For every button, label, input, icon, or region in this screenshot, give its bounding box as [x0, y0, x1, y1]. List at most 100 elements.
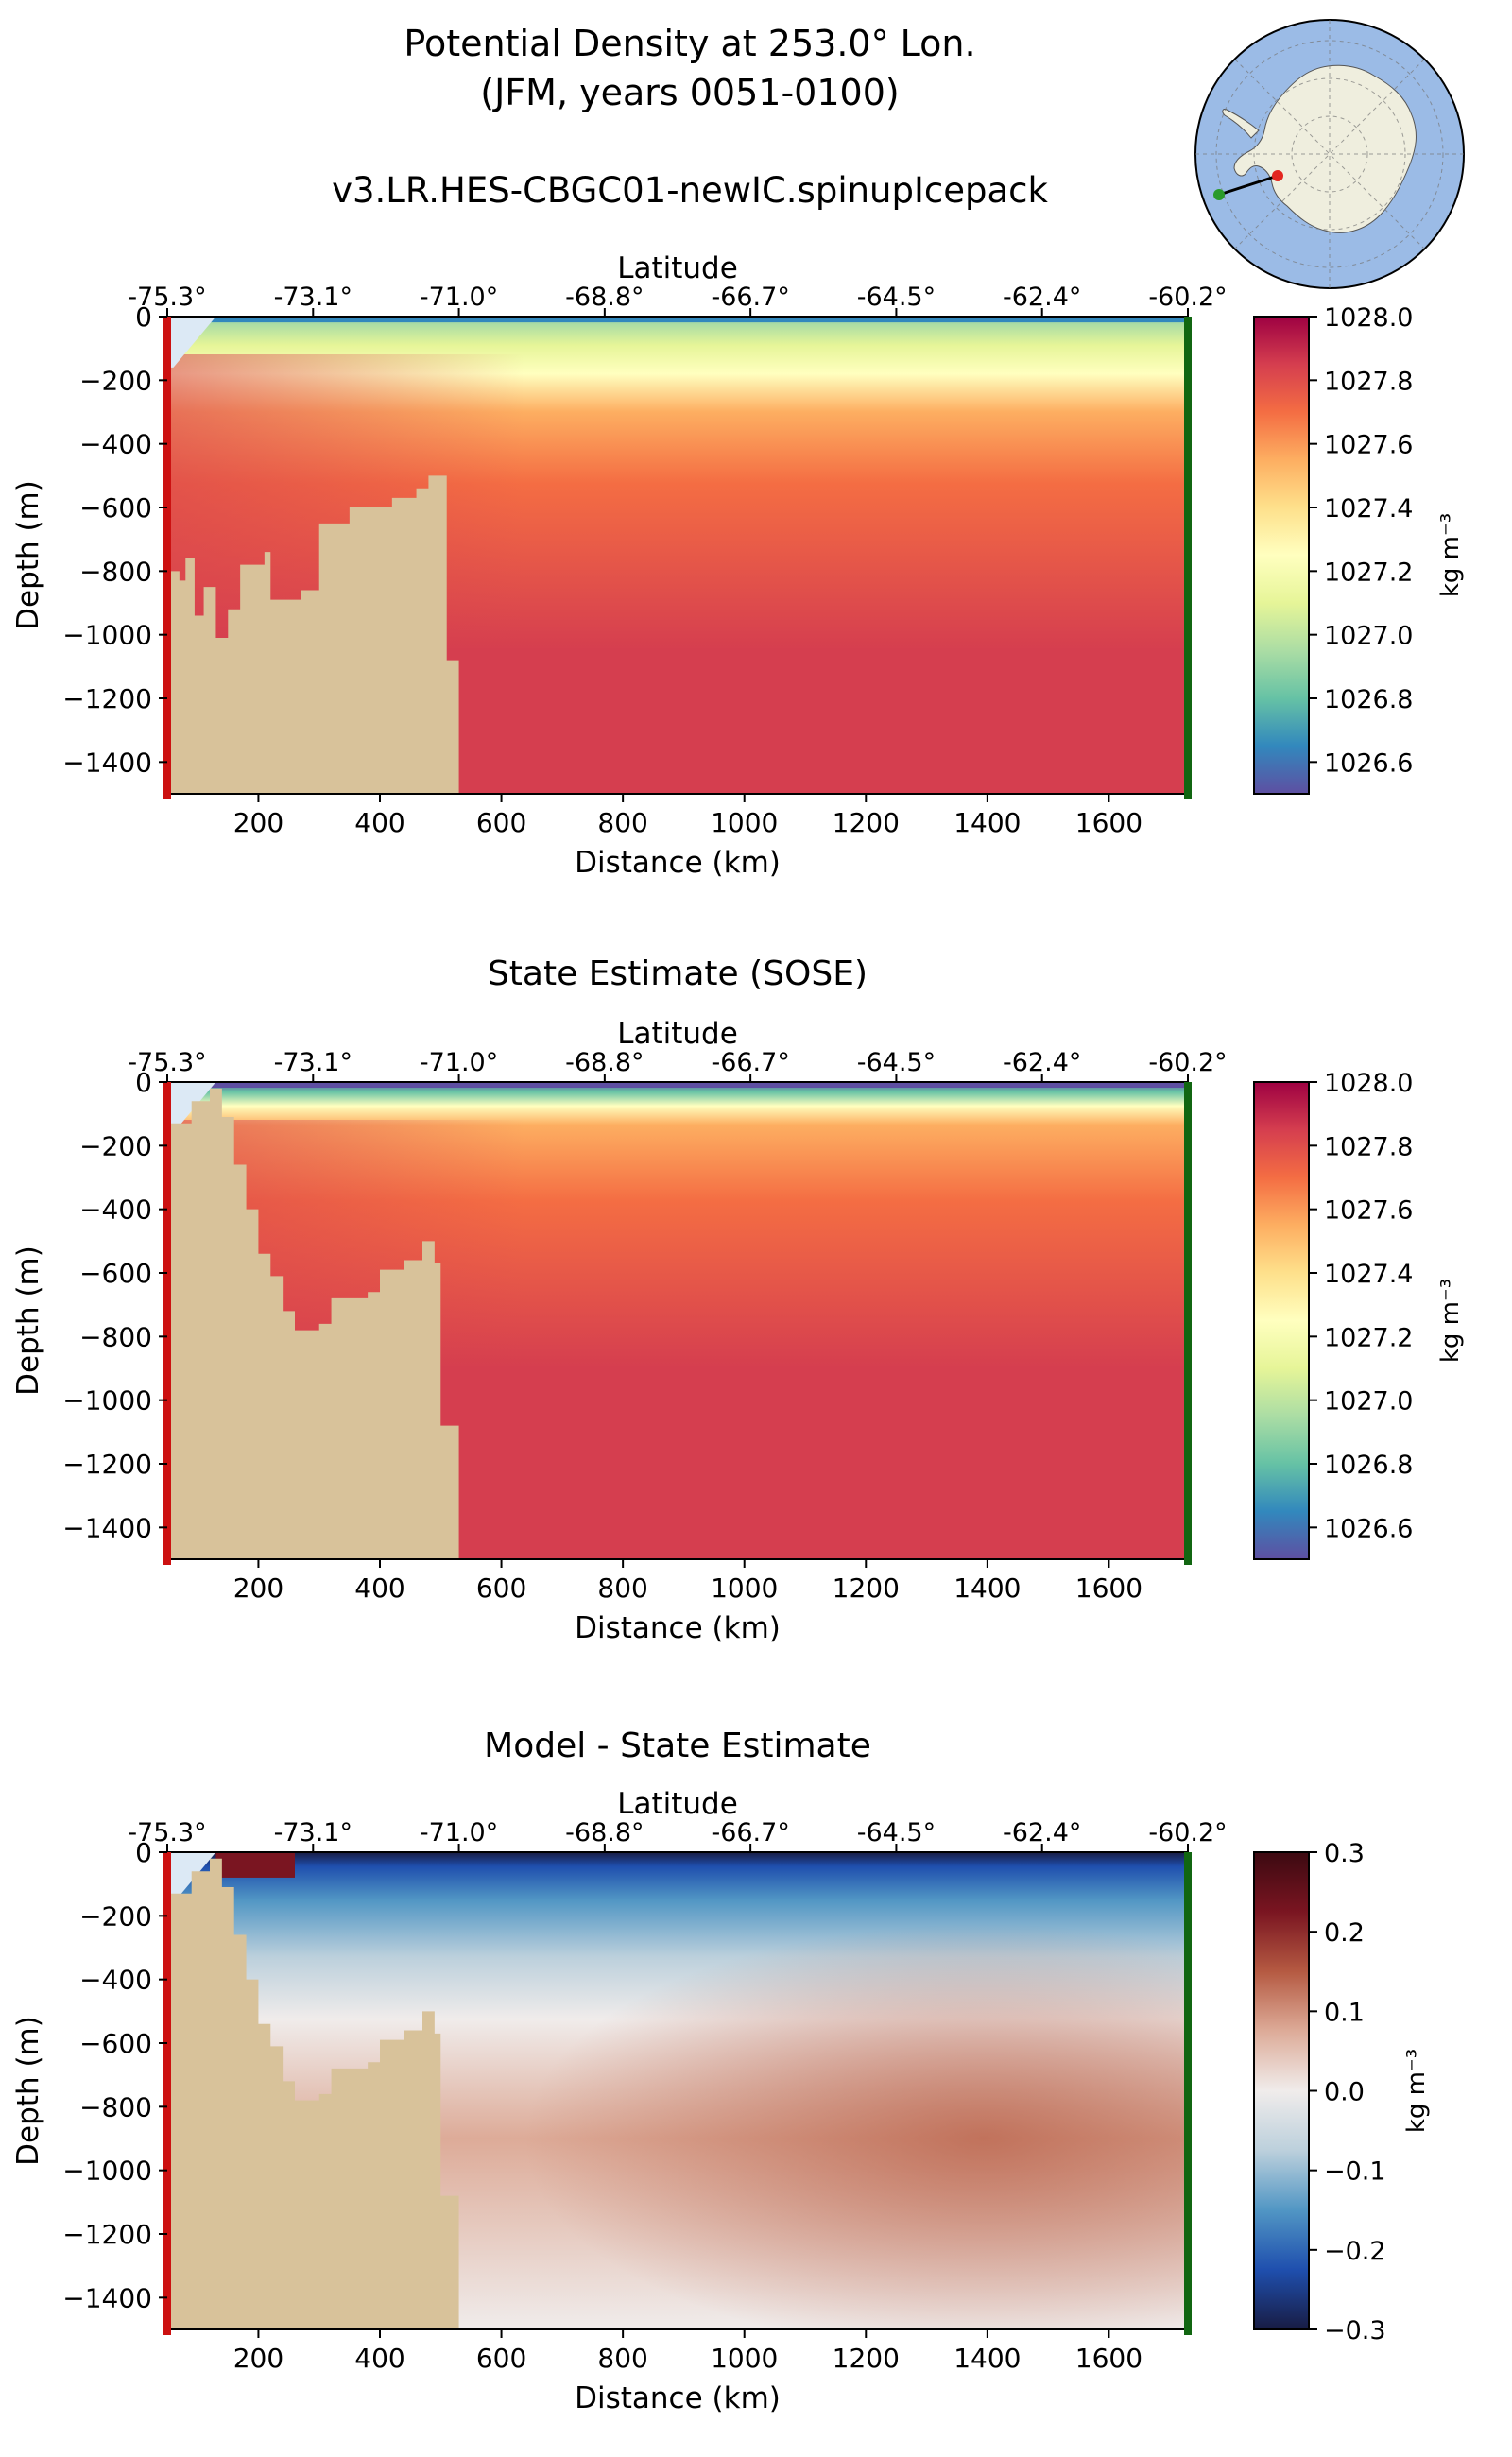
top-axis-label: Latitude — [617, 1787, 738, 1821]
x-tick-label: 1600 — [1075, 1572, 1143, 1604]
map-transect-end-dot — [1272, 170, 1283, 181]
y-axis-label: Depth (m) — [11, 2016, 45, 2166]
colorbar — [1253, 316, 1310, 795]
y-tick-label: −200 — [79, 1130, 152, 1161]
y-axis-label: Depth (m) — [11, 480, 45, 630]
panel-title: Model - State Estimate — [484, 1727, 871, 1765]
colorbar-tick-label: 1027.8 — [1324, 1132, 1413, 1161]
top-tick-label: -60.2° — [1148, 1818, 1227, 1847]
y-tick-label: −1400 — [62, 747, 152, 778]
field-shelf-positive — [215, 1852, 295, 1878]
figure-title: Potential Density at 253.0° Lon. (JFM, y… — [0, 19, 1380, 117]
bathymetry — [167, 1088, 459, 1559]
top-tick-label: -60.2° — [1148, 1048, 1227, 1077]
colorbar-label: kg m⁻³ — [1436, 1279, 1465, 1363]
x-tick-label: 1400 — [954, 807, 1021, 838]
ice-shelf — [167, 317, 216, 368]
x-tick-label: 200 — [233, 2343, 284, 2374]
top-tick-label: -62.4° — [1003, 1048, 1081, 1077]
x-axis-label: Distance (km) — [575, 1611, 781, 1645]
y-tick-label: −400 — [79, 1194, 152, 1226]
top-tick-label: -73.1° — [274, 1048, 352, 1077]
colorbar-tick-label: 1027.6 — [1324, 431, 1413, 460]
y-tick-label: −400 — [79, 1965, 152, 1996]
x-tick-label: 1000 — [711, 2343, 778, 2374]
y-axis-label: Depth (m) — [11, 1246, 45, 1396]
x-tick-label: 1600 — [1075, 2343, 1143, 2374]
panel-title: State Estimate (SOSE) — [488, 954, 868, 993]
x-tick-label: 200 — [233, 807, 284, 838]
y-tick-label: −1200 — [62, 2219, 152, 2250]
map-transect-start-dot — [1213, 189, 1225, 200]
x-tick-label: 400 — [354, 807, 404, 838]
y-tick-label: −200 — [79, 365, 152, 396]
x-tick-label: 600 — [476, 2343, 526, 2374]
y-tick-label: −1000 — [62, 2156, 152, 2187]
x-tick-label: 1000 — [711, 807, 778, 838]
heatmap-field — [167, 1852, 1188, 2329]
colorbar-tick-label: 1027.2 — [1324, 558, 1413, 587]
y-tick-label: −400 — [79, 429, 152, 460]
colorbar — [1253, 1081, 1310, 1560]
top-tick-label: -71.0° — [420, 283, 498, 312]
top-tick-label: -62.4° — [1003, 283, 1081, 312]
heatmap-field — [167, 317, 1188, 794]
x-tick-label: 600 — [476, 1572, 526, 1604]
y-tick-label: −200 — [79, 1900, 152, 1932]
surface-layer — [167, 1082, 1188, 1088]
y-tick-label: −1000 — [62, 620, 152, 651]
map-antarctica-land — [1233, 64, 1417, 233]
x-tick-label: 1400 — [954, 2343, 1021, 2374]
bathymetry — [167, 475, 459, 794]
colorbar-tick-label: 1026.6 — [1324, 1514, 1413, 1543]
heatmap-field — [167, 1082, 1188, 1559]
top-tick-label: -64.5° — [857, 1818, 936, 1847]
top-tick-label: -64.5° — [857, 283, 936, 312]
top-tick-label: -75.3° — [128, 1048, 206, 1077]
y-tick-label: 0 — [135, 301, 152, 333]
x-tick-label: 800 — [597, 1572, 647, 1604]
bathymetry — [167, 1858, 459, 2329]
colorbar-tick-label: −0.2 — [1324, 2237, 1386, 2266]
top-tick-label: -68.8° — [565, 1048, 644, 1077]
colorbar-tick-label: 0.2 — [1324, 1918, 1365, 1948]
x-tick-label: 600 — [476, 807, 526, 838]
y-tick-label: −800 — [79, 2091, 152, 2122]
density-model-panel: 200 400 600 800 1000 1200 1400 1600 Distance (km… — [11, 251, 1465, 880]
colorbar-tick-label: 1028.0 — [1324, 1069, 1413, 1098]
colorbar-tick-label: 1026.8 — [1324, 1451, 1413, 1480]
y-tick-label: −800 — [79, 1321, 152, 1352]
x-tick-label: 1200 — [833, 1572, 900, 1604]
colorbar-tick-label: 1026.6 — [1324, 748, 1413, 778]
map-transect-line — [1218, 174, 1279, 197]
y-tick-label: −600 — [79, 492, 152, 524]
y-tick-label: −1200 — [62, 1449, 152, 1480]
x-axis-label: Distance (km) — [575, 846, 781, 880]
x-tick-label: 1200 — [833, 2343, 900, 2374]
density-sose-panel: State Estimate (SOSE) 200 400 600 800 1000 120… — [11, 954, 1465, 1645]
top-axis-label: Latitude — [617, 1017, 738, 1051]
colorbar-tick-label: 1028.0 — [1324, 303, 1413, 333]
x-axis-label: Distance (km) — [575, 2381, 781, 2415]
top-tick-label: -64.5° — [857, 1048, 936, 1077]
x-tick-label: 400 — [354, 1572, 404, 1604]
top-tick-label: -75.3° — [128, 1818, 206, 1847]
y-tick-label: −1000 — [62, 1385, 152, 1417]
top-tick-label: -73.1° — [274, 1818, 352, 1847]
colorbar-tick-label: 1026.8 — [1324, 685, 1413, 714]
map-graticule — [1195, 20, 1464, 288]
section-end-marker — [1184, 1082, 1192, 1565]
top-axis-label: Latitude — [617, 251, 738, 285]
map-peninsula — [1222, 109, 1260, 139]
x-tick-label: 1000 — [711, 1572, 778, 1604]
inset-polar-map — [1194, 19, 1465, 289]
colorbar — [1253, 1851, 1310, 2330]
x-tick-label: 1400 — [954, 1572, 1021, 1604]
colorbar-tick-label: 1027.8 — [1324, 367, 1413, 396]
colorbar-tick-label: −0.1 — [1324, 2157, 1386, 2187]
top-tick-label: -75.3° — [128, 283, 206, 312]
top-tick-label: -71.0° — [420, 1048, 498, 1077]
colorbar-tick-label: 1027.6 — [1324, 1196, 1413, 1226]
y-tick-label: 0 — [135, 1837, 152, 1868]
y-tick-label: −1200 — [62, 683, 152, 714]
